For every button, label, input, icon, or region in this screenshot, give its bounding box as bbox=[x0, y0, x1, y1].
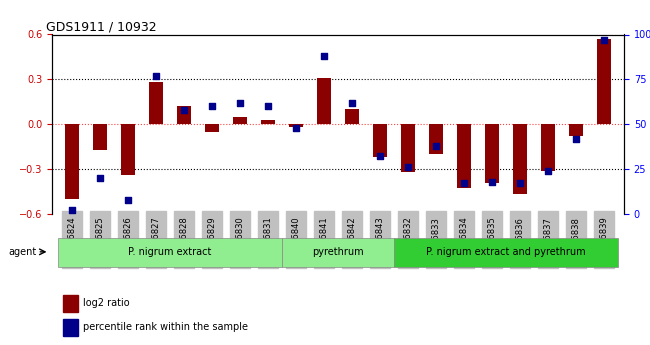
Point bbox=[599, 37, 610, 43]
Point bbox=[431, 143, 441, 148]
Bar bbox=[233, 117, 247, 124]
Bar bbox=[177, 106, 191, 124]
Point bbox=[179, 107, 189, 112]
Point bbox=[347, 100, 358, 106]
Text: P. nigrum extract and pyrethrum: P. nigrum extract and pyrethrum bbox=[426, 247, 586, 257]
Bar bbox=[64, 319, 78, 336]
Point bbox=[151, 73, 161, 79]
Point bbox=[207, 104, 217, 109]
Bar bbox=[64, 295, 78, 312]
Point bbox=[235, 100, 245, 106]
Point bbox=[318, 53, 329, 59]
Bar bbox=[569, 124, 583, 136]
Bar bbox=[597, 39, 612, 124]
Text: log2 ratio: log2 ratio bbox=[83, 298, 130, 308]
Bar bbox=[345, 109, 359, 124]
Bar bbox=[401, 124, 415, 172]
Point bbox=[122, 197, 133, 202]
Text: P. nigrum extract: P. nigrum extract bbox=[128, 247, 211, 257]
Bar bbox=[121, 124, 135, 175]
Point bbox=[403, 165, 413, 170]
FancyBboxPatch shape bbox=[394, 238, 618, 267]
Point bbox=[375, 154, 385, 159]
FancyBboxPatch shape bbox=[58, 238, 282, 267]
Point bbox=[543, 168, 554, 174]
Text: agent: agent bbox=[8, 247, 36, 257]
Bar bbox=[93, 124, 107, 150]
Bar bbox=[541, 124, 555, 170]
Point bbox=[571, 136, 582, 141]
Point bbox=[263, 104, 273, 109]
FancyBboxPatch shape bbox=[282, 238, 394, 267]
Bar bbox=[149, 82, 162, 124]
Bar bbox=[289, 124, 303, 127]
Bar bbox=[205, 124, 219, 132]
Bar bbox=[317, 78, 331, 124]
Point bbox=[66, 208, 77, 213]
Point bbox=[487, 179, 497, 184]
Point bbox=[94, 175, 105, 181]
Point bbox=[515, 181, 525, 186]
Bar bbox=[514, 124, 527, 195]
Bar bbox=[373, 124, 387, 157]
Bar bbox=[485, 124, 499, 183]
Bar bbox=[429, 124, 443, 154]
Text: pyrethrum: pyrethrum bbox=[312, 247, 364, 257]
Text: GDS1911 / 10932: GDS1911 / 10932 bbox=[46, 20, 157, 33]
Text: percentile rank within the sample: percentile rank within the sample bbox=[83, 323, 248, 333]
Point bbox=[459, 181, 469, 186]
Bar bbox=[261, 120, 275, 124]
Bar bbox=[457, 124, 471, 188]
Point bbox=[291, 125, 301, 130]
Bar bbox=[64, 124, 79, 199]
